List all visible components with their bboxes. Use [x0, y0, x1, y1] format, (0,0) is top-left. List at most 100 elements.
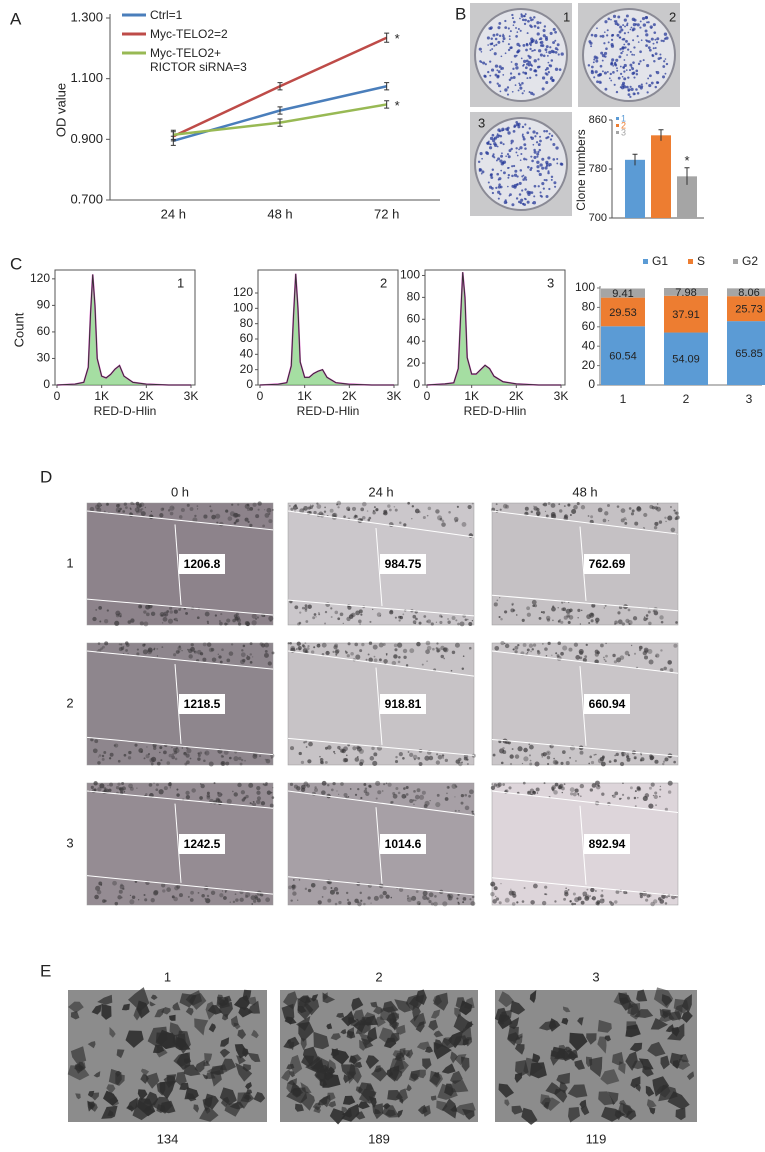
column-label: 2 — [375, 969, 382, 984]
colony — [536, 155, 539, 158]
wound-width: 1206.8 — [184, 557, 221, 571]
cell-speck — [569, 787, 575, 793]
cell-speck — [173, 896, 178, 902]
colony — [536, 26, 540, 30]
cell-speck — [625, 519, 627, 521]
colony — [491, 133, 495, 137]
cell-speck — [430, 902, 434, 906]
cell-speck — [665, 895, 669, 899]
colony — [654, 47, 657, 50]
cell-speck — [297, 622, 301, 626]
cell-speck — [217, 653, 219, 655]
cell-speck — [629, 786, 633, 790]
cell — [101, 1003, 112, 1020]
colony — [525, 48, 528, 52]
cell — [556, 1072, 570, 1085]
cell-speck — [620, 518, 625, 523]
cell-speck — [164, 614, 167, 616]
cell-speck — [557, 619, 561, 623]
value-box — [584, 834, 630, 854]
cell-speck — [670, 527, 676, 533]
cell-speck — [562, 750, 566, 754]
cell-speck — [117, 895, 122, 900]
cell-speck — [314, 786, 317, 789]
wound-edge — [86, 790, 274, 809]
colony — [520, 152, 523, 156]
colony — [532, 93, 535, 96]
cell-speck — [418, 903, 421, 905]
cell-speck — [557, 784, 563, 790]
cell-speck — [630, 512, 635, 516]
cell-speck — [401, 794, 407, 799]
cell — [289, 1071, 295, 1078]
colony — [522, 71, 525, 74]
cell — [504, 1099, 510, 1107]
colony — [522, 174, 525, 177]
cell-speck — [267, 661, 272, 666]
cell-speck — [211, 514, 216, 520]
cell-speck — [193, 650, 196, 653]
cell-speck — [609, 900, 612, 904]
cell — [568, 1107, 580, 1123]
cell-speck — [333, 887, 339, 892]
cell-speck — [551, 788, 555, 792]
cell-speck — [169, 610, 174, 614]
cell-speck — [621, 622, 625, 626]
cell-speck — [504, 610, 508, 614]
legend-label: Myc-TELO2+ RICTOR siRNA=3 — [150, 46, 247, 74]
cell-speck — [240, 652, 246, 658]
cell-speck — [174, 617, 178, 622]
histogram-area — [57, 274, 191, 385]
cell — [121, 1003, 130, 1011]
colony — [519, 169, 523, 172]
y-tick-label: 0.700 — [70, 191, 103, 206]
cell — [642, 1065, 654, 1077]
colony — [641, 16, 646, 21]
cell-speck — [560, 620, 564, 624]
cell-speck — [155, 783, 159, 787]
cell — [627, 999, 640, 1016]
cell-count: 119 — [586, 1131, 607, 1146]
cell-speck — [394, 508, 398, 512]
cell-speck — [545, 654, 548, 657]
colony — [495, 186, 498, 189]
cell-speck — [169, 606, 173, 610]
cell-speck — [307, 645, 310, 648]
cell — [145, 1072, 160, 1089]
colony — [533, 16, 536, 19]
colony — [507, 131, 511, 135]
cell-speck — [369, 785, 372, 788]
cell-speck — [321, 790, 326, 795]
cell-speck — [93, 781, 98, 786]
colony — [483, 75, 487, 78]
cell-speck — [634, 521, 639, 526]
wound-width-line — [375, 527, 383, 607]
cell — [686, 1071, 695, 1081]
cell-speck — [391, 660, 397, 666]
value-box — [179, 694, 225, 714]
colony — [603, 42, 606, 45]
colony — [526, 32, 529, 35]
cell-speck — [394, 616, 397, 619]
cell-speck — [163, 750, 167, 755]
cell-speck — [466, 758, 469, 761]
cell-speck — [314, 787, 319, 793]
cell-speck — [235, 615, 241, 621]
cell-speck — [490, 891, 495, 897]
cell-speck — [491, 507, 496, 512]
colony — [549, 46, 552, 49]
colony — [504, 19, 507, 23]
cell — [669, 1052, 684, 1069]
colony — [517, 125, 521, 129]
cell-speck — [368, 641, 373, 645]
cell — [298, 996, 310, 1009]
cell-speck — [579, 650, 584, 656]
cell — [433, 1042, 452, 1060]
cell — [132, 1099, 155, 1121]
x-tick-label: 1K — [464, 389, 479, 403]
colony — [533, 195, 536, 198]
value-box — [380, 554, 426, 574]
cell-speck — [98, 754, 102, 757]
cell — [243, 1094, 252, 1101]
cell-speck — [594, 652, 599, 657]
